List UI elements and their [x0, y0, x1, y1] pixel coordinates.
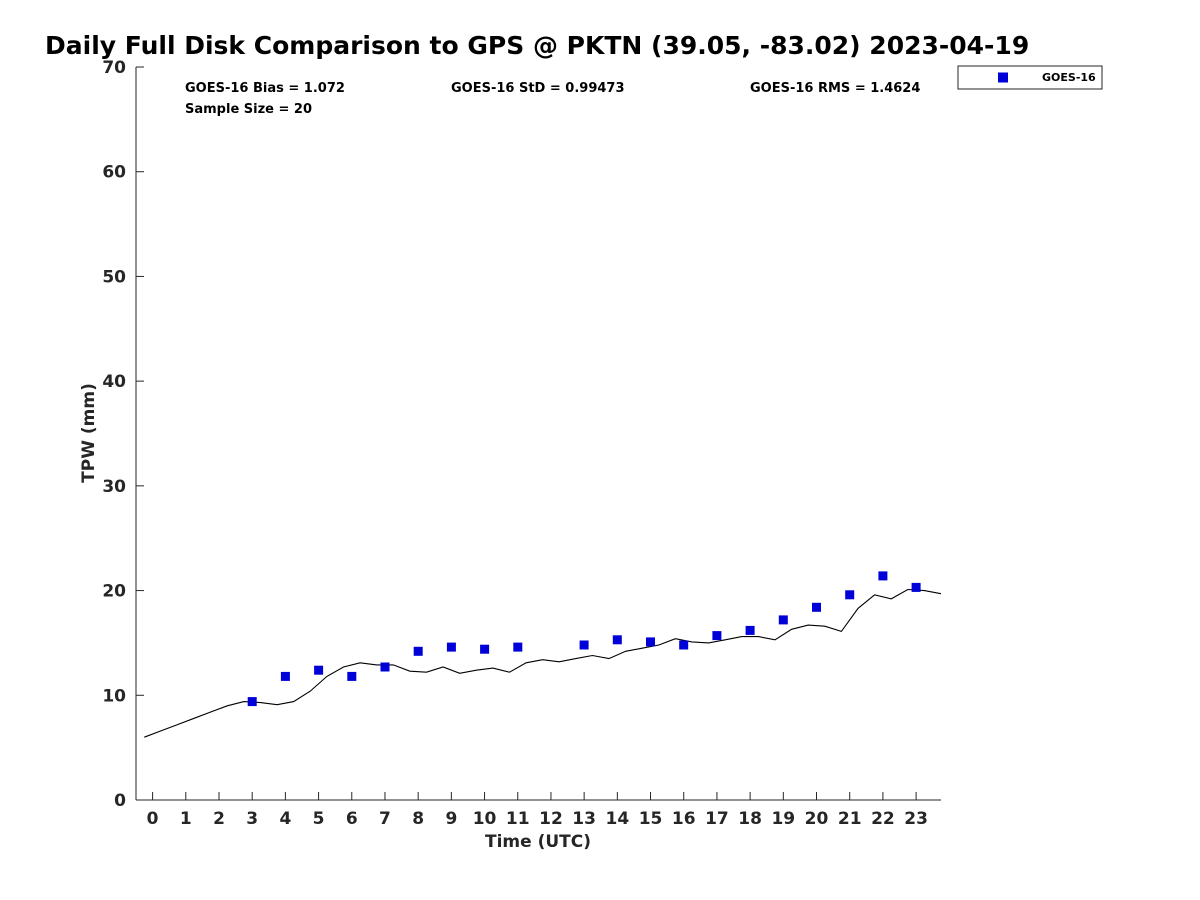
data-point-goes16 [812, 602, 821, 612]
data-point-goes16 [247, 697, 257, 707]
x-tick-label: 0 [147, 809, 159, 829]
x-tick-label: 16 [672, 809, 696, 829]
x-tick-label: 21 [838, 809, 862, 829]
data-point-goes16 [679, 640, 689, 650]
y-tick-label: 60 [102, 163, 126, 183]
legend-label-goes16: GOES-16 [1042, 71, 1096, 84]
data-point-goes16 [380, 662, 390, 672]
stat-sample-size: Sample Size = 20 [185, 102, 312, 117]
y-tick-label: 0 [114, 791, 126, 811]
data-point-goes16 [446, 642, 456, 652]
data-point-goes16 [646, 637, 655, 647]
x-tick-label: 1 [180, 809, 192, 829]
x-tick-label: 17 [705, 809, 729, 829]
x-tick-label: 18 [738, 809, 762, 829]
series-layer [144, 571, 942, 738]
data-point-goes16 [579, 640, 589, 650]
x-tick-label: 6 [346, 809, 358, 829]
data-point-goes16 [745, 625, 755, 635]
stat-bias: GOES-16 Bias = 1.072 [185, 81, 345, 96]
x-tick-label: 20 [805, 809, 829, 829]
data-point-goes16 [513, 642, 523, 652]
x-tick-label: 14 [606, 809, 630, 829]
data-point-goes16 [778, 615, 788, 625]
x-tick-label: 15 [639, 809, 663, 829]
x-tick-label: 2 [213, 809, 225, 829]
x-tick-label: 8 [412, 809, 424, 829]
legend-marker-goes16 [998, 72, 1008, 83]
y-tick-label: 70 [102, 58, 126, 78]
data-point-goes16 [878, 571, 888, 581]
y-tick-label: 30 [102, 477, 126, 497]
data-point-goes16 [314, 665, 324, 675]
y-tick-label: 40 [102, 372, 126, 392]
x-tick-label: 12 [539, 809, 563, 829]
data-point-goes16 [845, 590, 855, 600]
y-tick-label: 20 [102, 582, 126, 602]
data-point-goes16 [911, 582, 921, 592]
y-axis-label: TPW (mm) [79, 383, 99, 483]
x-axis-ticks: 0 1 2 3 4 5 6 7 8 9 10 11 12 13 14 15 16 17 18 19 20 21 22 23 [147, 792, 928, 829]
series-line [144, 588, 942, 738]
x-tick-label: 22 [871, 809, 895, 829]
data-point-goes16 [712, 631, 722, 641]
data-point-goes16 [612, 635, 622, 645]
stat-rms: GOES-16 RMS = 1.4624 [750, 81, 920, 96]
data-point-goes16 [280, 671, 290, 681]
x-tick-label: 7 [379, 809, 391, 829]
x-tick-label: 5 [313, 809, 325, 829]
chart-title: Daily Full Disk Comparison to GPS @ PKTN… [45, 31, 1029, 60]
data-point-goes16 [480, 644, 490, 654]
legend-box [957, 65, 1103, 90]
x-tick-label: 9 [445, 809, 457, 829]
data-point-goes16 [347, 671, 357, 681]
x-axis-label: Time (UTC) [485, 832, 591, 852]
y-tick-label: 50 [102, 267, 126, 287]
plot-area [136, 67, 941, 800]
legend: GOES-16 [957, 65, 1103, 90]
axes [135, 67, 941, 801]
x-tick-label: 13 [572, 809, 596, 829]
stat-std: GOES-16 StD = 0.99473 [451, 81, 625, 96]
x-tick-label: 11 [506, 809, 530, 829]
y-axis-ticks: 0 10 20 30 40 50 60 70 [102, 58, 144, 811]
x-tick-label: 23 [904, 809, 928, 829]
x-tick-label: 3 [246, 809, 258, 829]
y-tick-label: 10 [102, 686, 126, 706]
data-point-goes16 [413, 646, 423, 656]
x-tick-label: 10 [473, 809, 497, 829]
x-tick-label: 4 [279, 809, 291, 829]
x-tick-label: 19 [771, 809, 795, 829]
